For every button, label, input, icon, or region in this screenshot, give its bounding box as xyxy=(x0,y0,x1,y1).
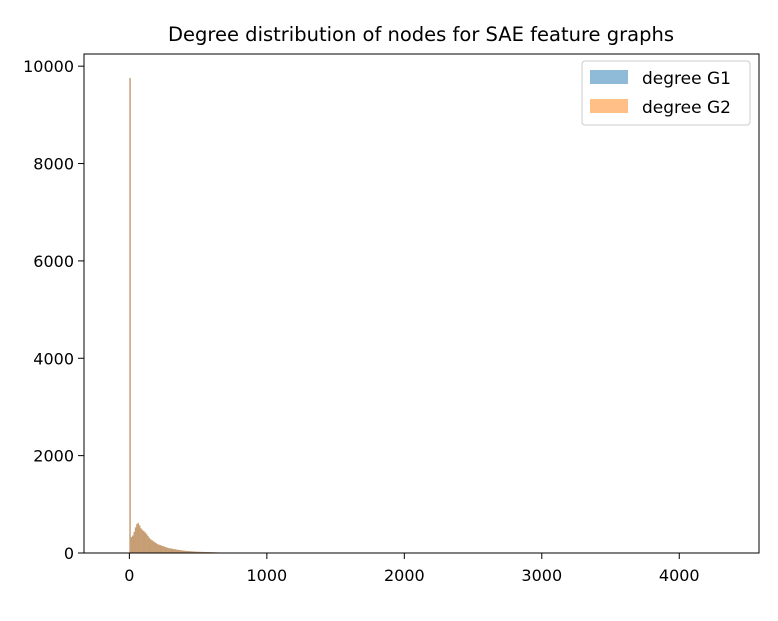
x-tick-label: 2000 xyxy=(384,566,425,585)
x-tick-label: 3000 xyxy=(521,566,562,585)
histogram-bar xyxy=(148,537,150,553)
histogram-bar xyxy=(198,551,200,553)
histogram-bar xyxy=(193,551,196,553)
y-tick-label: 8000 xyxy=(33,155,74,174)
legend-label-degree-g2: degree G2 xyxy=(642,98,731,118)
histogram-bar xyxy=(203,551,205,553)
legend-label-degree-g1: degree G1 xyxy=(642,69,731,89)
histogram-bar xyxy=(171,548,174,553)
x-tick-label: 0 xyxy=(124,566,134,585)
legend: degree G1 degree G2 xyxy=(581,60,751,126)
histogram-bar xyxy=(149,539,152,553)
histogram-bar xyxy=(169,548,171,553)
histogram-bar xyxy=(134,527,137,553)
histogram-bar xyxy=(165,547,167,553)
histogram-bar xyxy=(188,551,190,553)
histogram-bar xyxy=(192,551,194,553)
legend-swatch-degree-g2 xyxy=(590,99,628,113)
histogram-bar xyxy=(191,551,193,553)
histogram-bar xyxy=(147,535,149,553)
histogram-bar xyxy=(143,530,145,553)
histogram-bar xyxy=(182,550,185,553)
histogram-bar xyxy=(189,551,192,553)
histogram-bar xyxy=(166,547,168,553)
histogram-bar xyxy=(177,549,179,553)
histogram-bar xyxy=(132,535,134,553)
y-tick-label: 10000 xyxy=(23,57,74,76)
histogram-bar xyxy=(176,549,178,553)
histogram-bar xyxy=(199,551,201,553)
histogram-bar xyxy=(160,545,163,553)
ticks-layer: 0 1000 2000 3000 4000 0 2000 4000 6000 8000 10000 xyxy=(23,57,700,585)
y-tick-label: 4000 xyxy=(33,349,74,368)
histogram-bar xyxy=(173,549,175,553)
histogram-bar xyxy=(170,548,172,553)
histogram-bar xyxy=(195,551,197,553)
x-tick-label: 4000 xyxy=(659,566,700,585)
y-tick-label: 2000 xyxy=(33,447,74,466)
histogram-bar xyxy=(133,531,135,553)
histogram-bar xyxy=(141,529,144,553)
histogram-bar xyxy=(202,551,204,553)
histogram-bar xyxy=(184,550,186,553)
legend-swatch-degree-g1 xyxy=(590,70,628,84)
histogram-bar xyxy=(140,528,142,553)
histogram-bar xyxy=(162,546,164,553)
histogram-bar xyxy=(181,550,183,553)
histogram-bar xyxy=(137,522,139,553)
histogram-bar xyxy=(180,550,182,553)
axes-frame xyxy=(83,53,760,554)
chart-title: Degree distribution of nodes for SAE fea… xyxy=(168,23,674,46)
histogram-bar xyxy=(159,545,161,553)
histogram-bar xyxy=(154,542,156,553)
x-tick-label: 1000 xyxy=(246,566,287,585)
histogram-bar xyxy=(158,544,160,553)
histogram-bar xyxy=(152,541,155,553)
series-degree-g2 xyxy=(129,78,227,553)
histogram-bar xyxy=(156,544,159,553)
histogram-bar xyxy=(174,549,177,553)
y-tick-label: 0 xyxy=(64,544,74,563)
histogram-bar xyxy=(145,533,148,553)
histogram-bar xyxy=(163,546,166,553)
histogram-bar xyxy=(204,551,207,553)
histogram-bar xyxy=(196,551,199,553)
histogram-bar xyxy=(155,543,157,553)
histogram-bar xyxy=(167,548,170,553)
histogram-bar xyxy=(129,78,131,553)
histogram-bar xyxy=(151,540,153,553)
histogram-bar xyxy=(130,537,133,553)
histogram-bar xyxy=(185,550,188,553)
histogram-bar xyxy=(178,550,181,553)
histogram-bar xyxy=(187,551,189,553)
histogram-bar xyxy=(136,523,138,553)
histogram-bar xyxy=(144,532,146,553)
histogram-bar xyxy=(200,551,203,553)
y-tick-label: 6000 xyxy=(33,252,74,271)
histogram-bar xyxy=(138,525,141,553)
plot-area xyxy=(84,54,759,553)
